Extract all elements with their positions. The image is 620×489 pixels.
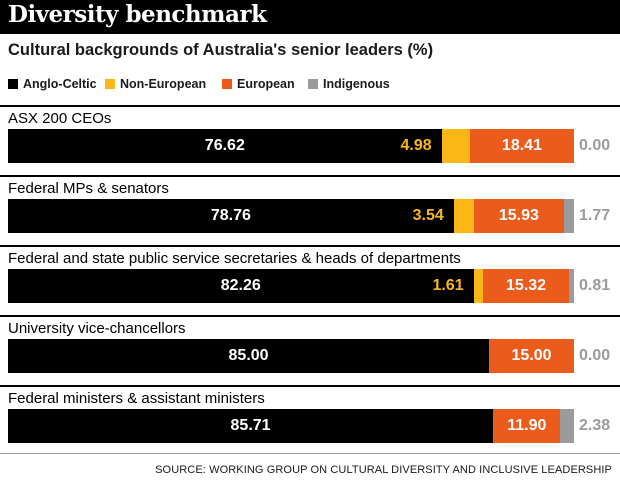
data-label-indigenous: 2.38 <box>579 417 611 434</box>
category-label: ASX 200 CEOs <box>8 110 112 127</box>
category-label: University vice-chancellors <box>8 320 186 337</box>
bar-segment-european <box>473 199 564 233</box>
data-label-european: 18.41 <box>501 137 542 154</box>
bar-segment-non-european <box>473 269 483 303</box>
category-label: Federal and state public service secreta… <box>8 250 461 267</box>
bar-segment-european <box>469 129 575 163</box>
data-label-european: 15.00 <box>511 347 552 364</box>
bar-segment-anglo-celtic <box>8 339 490 373</box>
data-label-anglo-celtic: 85.00 <box>228 347 269 364</box>
stacked-bar: 76.62 4.98 18.41 0.00 <box>8 129 610 163</box>
category-label: Federal MPs & senators <box>8 180 169 197</box>
bar-segment-anglo-celtic <box>8 409 494 443</box>
stacked-bar: 85.71 11.90 2.38 <box>8 409 610 443</box>
bar-segment-european <box>489 339 574 373</box>
legend-label: Indigenous <box>323 77 390 91</box>
footer-divider <box>0 453 620 454</box>
data-label-anglo-celtic: 76.62 <box>204 137 245 154</box>
legend-swatch <box>308 79 318 89</box>
stacked-bar: 85.00 15.00 0.00 <box>8 339 610 373</box>
data-label-european: 11.90 <box>507 417 547 434</box>
bar-segment-indigenous <box>560 409 574 443</box>
data-label-anglo-celtic: 78.76 <box>210 207 251 224</box>
data-label-indigenous: 0.00 <box>579 137 611 154</box>
data-label-anglo-celtic: 82.26 <box>220 277 261 294</box>
row-divider <box>0 315 620 317</box>
data-label-indigenous: 0.00 <box>579 347 611 364</box>
chart-title: Diversity benchmark <box>8 1 267 28</box>
bar-segment-non-european <box>441 129 470 163</box>
bar-segment-european <box>493 409 561 443</box>
stacked-bar: 78.76 3.54 15.93 1.77 <box>8 199 610 233</box>
legend-label: Anglo-Celtic <box>23 77 97 91</box>
category-label: Federal ministers & assistant ministers <box>8 390 265 407</box>
bar-segment-anglo-celtic <box>8 129 442 163</box>
legend-label: Non-European <box>120 77 207 91</box>
data-label-anglo-celtic: 85.71 <box>230 417 271 434</box>
title-banner: Diversity benchmark <box>0 0 620 34</box>
legend-swatch <box>222 79 232 89</box>
row-divider <box>0 105 620 107</box>
source-note: SOURCE: WORKING GROUP ON CULTURAL DIVERS… <box>155 464 612 476</box>
data-label-non-european: 4.98 <box>400 137 432 154</box>
row-divider <box>0 175 620 177</box>
data-label-indigenous: 0.81 <box>579 277 611 294</box>
chart-subtitle: Cultural backgrounds of Australia's seni… <box>8 41 434 59</box>
row-divider <box>0 245 620 247</box>
data-label-european: 15.93 <box>498 207 539 224</box>
legend-label: European <box>237 77 295 91</box>
legend-swatch <box>8 79 18 89</box>
stacked-bar: 82.26 1.61 15.32 0.81 <box>8 269 610 303</box>
data-label-indigenous: 1.77 <box>579 207 611 224</box>
data-label-non-european: 1.61 <box>432 277 464 294</box>
bar-segment-non-european <box>453 199 474 233</box>
bar-segment-anglo-celtic <box>8 199 454 233</box>
data-label-non-european: 3.54 <box>412 207 444 224</box>
data-label-european: 15.32 <box>506 277 547 294</box>
bar-segment-anglo-celtic <box>8 269 474 303</box>
bar-segment-indigenous <box>563 199 574 233</box>
legend-swatch <box>105 79 115 89</box>
row-divider <box>0 385 620 387</box>
bar-segment-european <box>482 269 570 303</box>
bar-segment-indigenous <box>569 269 574 303</box>
